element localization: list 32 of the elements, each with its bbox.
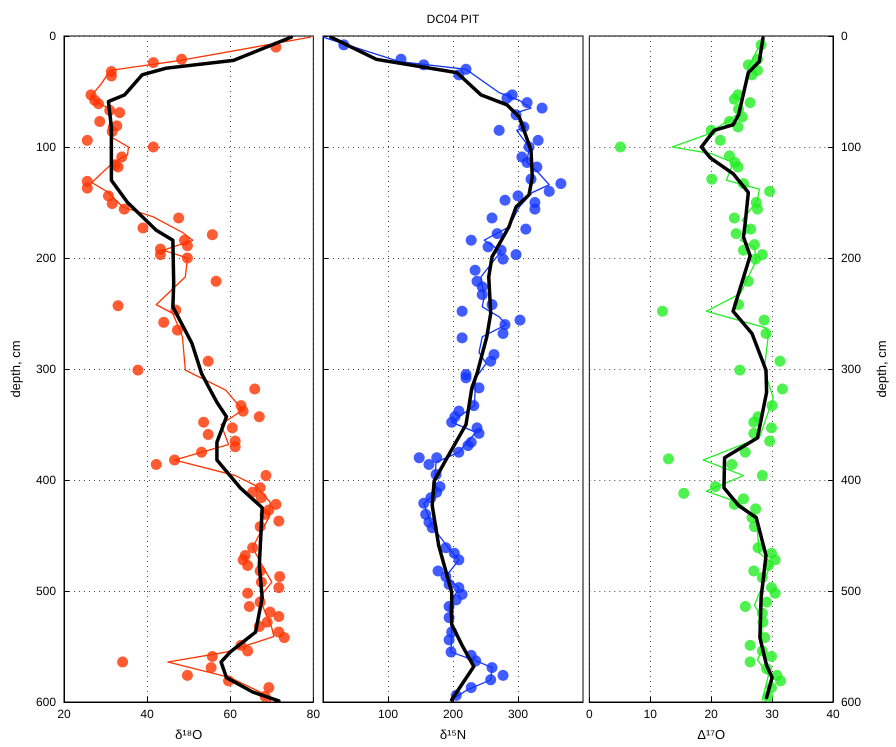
x-tick-label: 20 xyxy=(704,707,718,721)
y-tick-label: 400 xyxy=(841,473,862,487)
x-tick-label: 80 xyxy=(306,707,320,721)
y-tick-label: 600 xyxy=(841,695,862,709)
x-tick-label: 100 xyxy=(378,707,398,721)
y-tick-label: 400 xyxy=(36,473,56,487)
y-tick-label: 200 xyxy=(841,251,862,265)
x-tick-label: 0 xyxy=(586,707,593,721)
chart-title: DC04 PIT xyxy=(426,12,480,26)
x-tick-label: 60 xyxy=(224,707,238,721)
x-tick-label: 30 xyxy=(765,707,780,721)
x-axis-title: Δ¹⁷O xyxy=(697,727,726,742)
x-tick-label: 40 xyxy=(826,707,840,721)
x-tick-label: 300 xyxy=(508,707,528,721)
y-tick-label: 500 xyxy=(841,584,862,598)
y-tick-label: 200 xyxy=(36,251,56,265)
y-tick-label: 500 xyxy=(36,584,56,598)
y-axis-title: depth, cm xyxy=(8,340,23,398)
x-tick-label: 10 xyxy=(644,707,658,721)
x-tick-label: 200 xyxy=(442,707,464,721)
x-axis-title: δ¹⁵N xyxy=(440,727,466,742)
y-tick-label: 0 xyxy=(49,29,56,43)
y-tick-label: 300 xyxy=(841,362,862,376)
x-axis-title: δ¹⁸O xyxy=(175,727,202,742)
y-tick-label: 100 xyxy=(36,140,56,154)
x-tick-label: 40 xyxy=(140,707,154,721)
y-tick-label: 0 xyxy=(841,29,848,43)
x-tick-label: 20 xyxy=(57,707,71,721)
y-tick-label: 300 xyxy=(36,362,56,376)
y-axis-title: depth, cm xyxy=(874,340,889,398)
y-tick-label: 100 xyxy=(841,140,862,154)
y-tick-label: 600 xyxy=(36,695,56,709)
